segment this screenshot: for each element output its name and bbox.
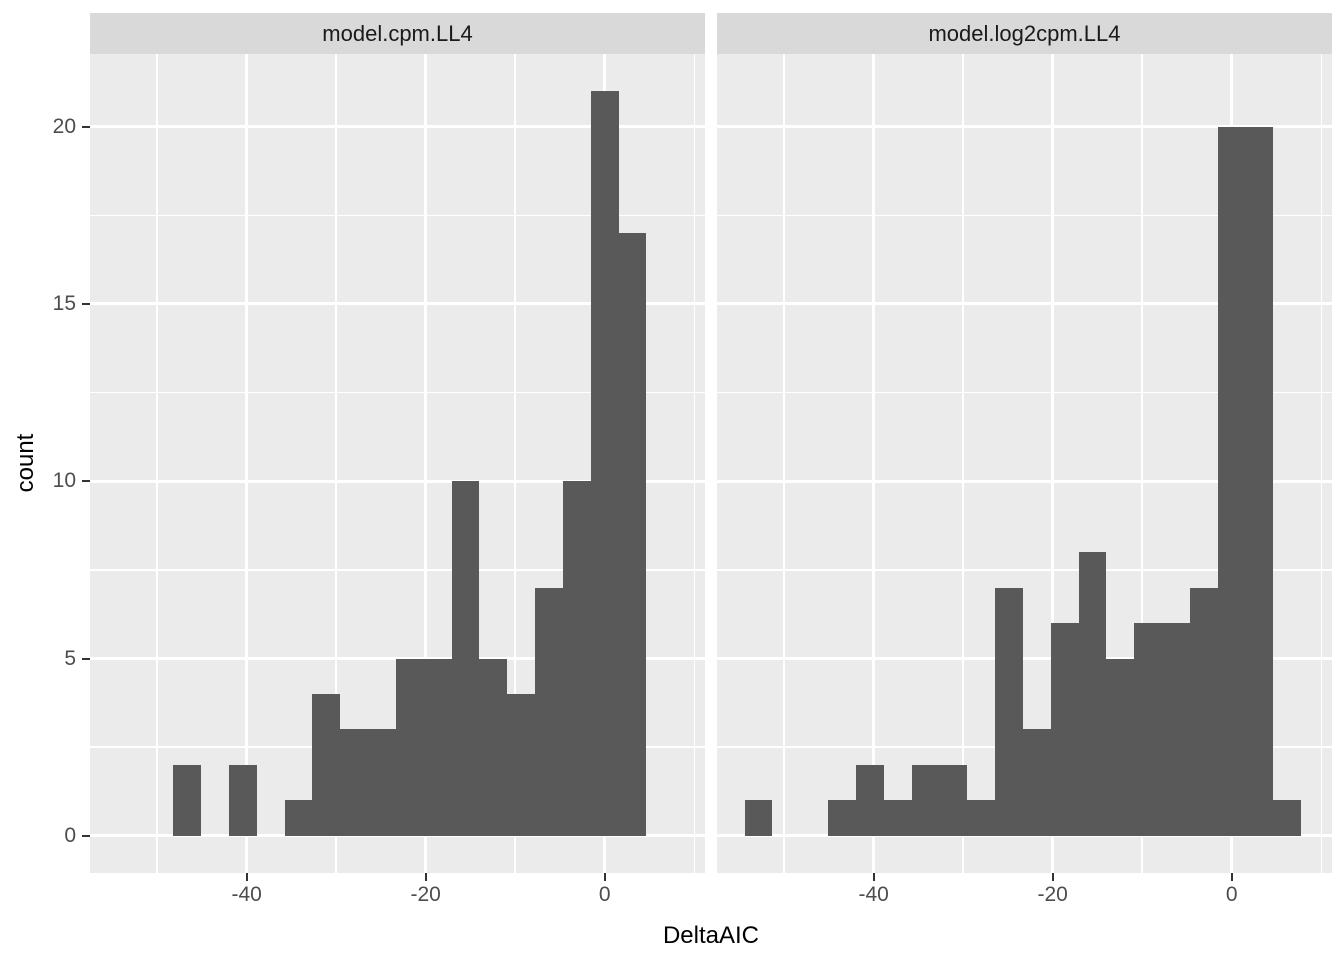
gridline-major [245,54,249,873]
histogram-bar [911,764,940,836]
histogram-bar [507,693,536,836]
y-tick-label: 20 [52,114,76,138]
facet-strip-right-label: model.log2cpm.LL4 [928,20,1121,46]
histogram-bar [1050,623,1079,836]
y-tick-mark [82,480,90,483]
plot-panel-left [90,54,705,873]
gridline-minor [693,54,695,873]
histogram-bar [1217,126,1246,836]
histogram-bar [1134,623,1163,836]
gridline-minor [717,214,1332,217]
histogram-bar [368,729,396,836]
histogram-bar [535,587,563,836]
histogram-bar [1245,126,1274,836]
histogram-bar [228,764,257,836]
x-tick-label: 0 [598,883,611,906]
histogram-bar [284,800,313,836]
facet-strip-left-label: model.cpm.LL4 [322,20,473,46]
histogram-bar [1078,552,1107,836]
gridline-major [717,125,1332,129]
gridline-major [90,302,705,306]
x-tick-label: -20 [1037,883,1068,906]
histogram-bar [479,658,508,836]
y-tick-label: 0 [64,823,76,847]
x-tick-mark [603,873,606,881]
gridline-minor [1320,54,1322,873]
gridline-major [717,834,1332,838]
histogram-bar [562,481,591,836]
gridline-minor [90,214,705,217]
histogram-bar [828,800,856,836]
histogram-bar [1273,800,1302,836]
histogram-bar [939,764,968,836]
histogram-bar [1106,658,1135,836]
x-tick-mark [1051,873,1054,881]
gridline-major [90,834,705,838]
facet-strip-left: model.cpm.LL4 [90,13,705,54]
gridline-minor [514,54,516,873]
histogram-bar [340,729,369,836]
y-tick-label: 5 [64,646,76,670]
histogram-bar [1022,729,1051,836]
gridline-major [872,54,876,873]
y-tick-label: 10 [52,469,76,493]
histogram-bar [312,693,341,836]
x-tick-mark [424,873,427,881]
histogram-bar [883,800,912,836]
x-tick-mark [245,873,248,881]
x-tick-label: 0 [1225,883,1238,906]
x-tick-label: -40 [858,883,889,906]
x-tick-label: -20 [410,883,441,906]
gridline-minor [156,54,158,873]
facet-strip-right: model.log2cpm.LL4 [717,13,1332,54]
gridline-minor [90,391,705,394]
y-tick-mark [82,302,90,305]
gridline-major [90,479,705,483]
histogram-bar [855,764,884,836]
histogram-bar [395,658,424,836]
histogram-bar [995,587,1023,836]
histogram-bar [590,91,619,836]
gridline-major [90,125,705,129]
histogram-bar [1189,587,1218,836]
histogram-bar [744,800,773,836]
gridline-major [717,657,1332,660]
gridline-minor [717,391,1332,394]
histogram-bar [1162,623,1190,836]
gridline-minor [783,54,785,873]
y-tick-label: 15 [52,291,76,315]
histogram-bar [967,800,996,836]
gridline-minor [1141,54,1143,873]
histogram-bar [451,481,480,836]
gridline-major [717,302,1332,306]
histogram-bar [618,233,647,836]
y-tick-mark [82,834,90,837]
x-tick-mark [1230,873,1233,881]
gridline-minor [962,54,964,873]
histogram-bar [423,658,452,836]
gridline-minor [717,569,1332,571]
y-tick-mark [82,125,90,128]
x-axis-title: DeltaAIC [662,922,760,949]
gridline-major [424,54,428,873]
gridline-minor [90,569,705,571]
histogram-bar [173,764,202,836]
gridline-minor [335,54,337,873]
x-tick-mark [872,873,875,881]
y-tick-mark [82,657,90,660]
gridline-major [717,479,1332,483]
y-axis-title: count [12,433,39,493]
gridline-major [1051,54,1055,873]
plot-panel-right [717,54,1332,873]
x-tick-label: -40 [231,883,262,906]
